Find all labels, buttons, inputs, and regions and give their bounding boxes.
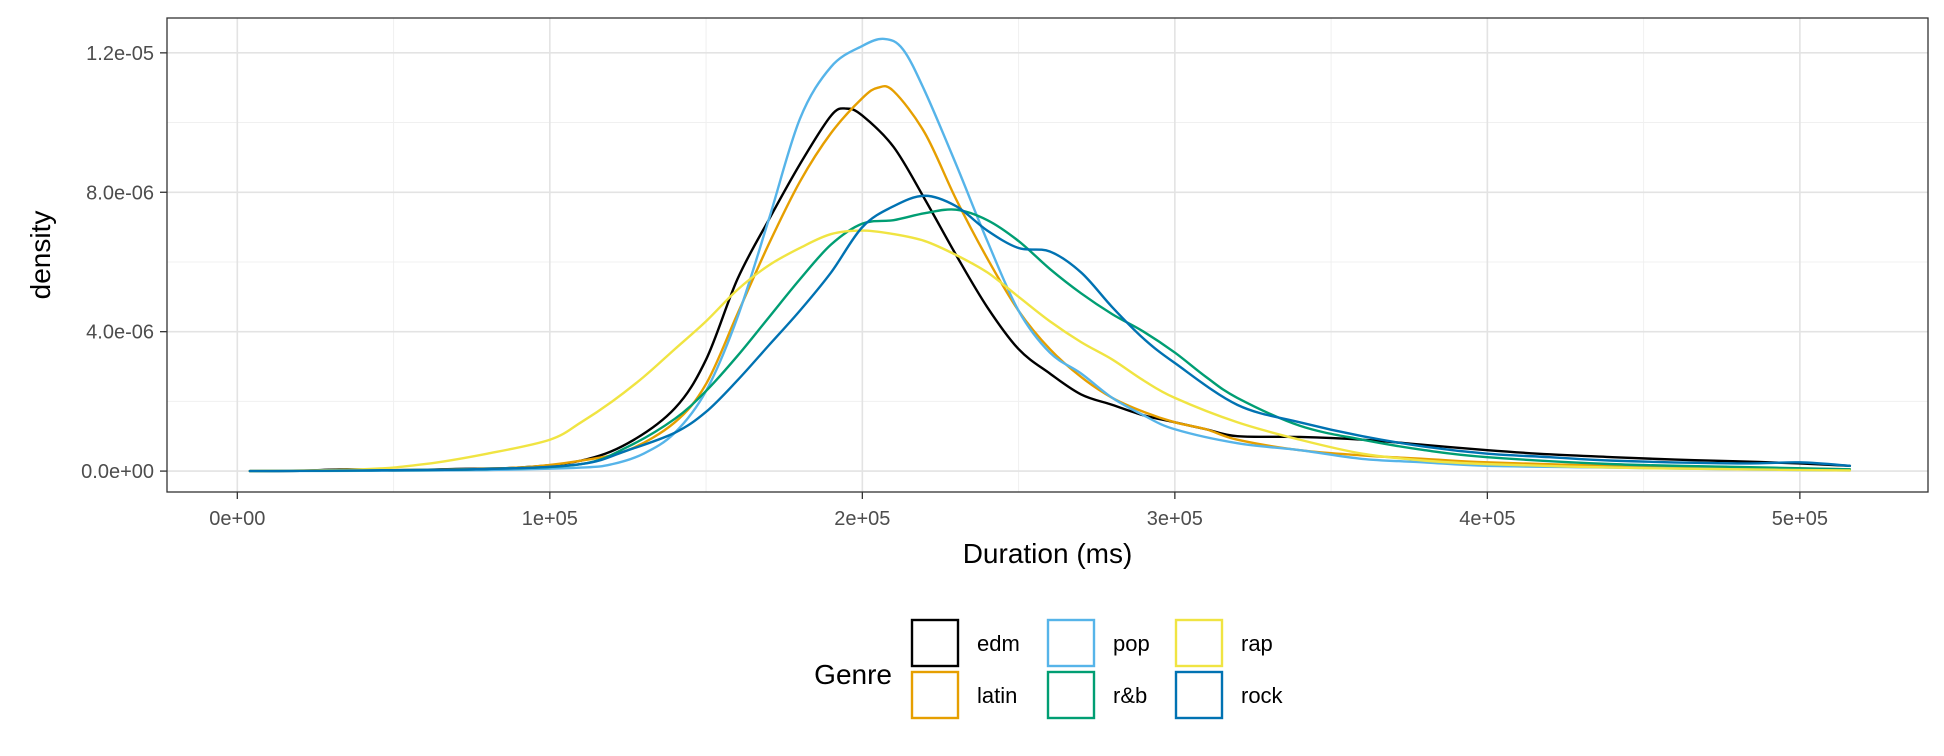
legend-label-rb: r&b [1113, 683, 1147, 708]
plot-background [167, 18, 1928, 492]
legend-label-latin: latin [977, 683, 1017, 708]
legend-label-rap: rap [1241, 631, 1273, 656]
legend-label-pop: pop [1113, 631, 1150, 656]
plot-panel [167, 18, 1928, 492]
legend-key-rb [1046, 670, 1096, 720]
x-tick-label: 0e+00 [209, 508, 265, 530]
plot-border [166, 17, 1929, 493]
legend: Genre edm latin pop r&b rap rock [814, 618, 1284, 720]
x-axis-title: Duration (ms) [963, 538, 1133, 569]
x-tick-label: 2e+05 [834, 508, 890, 530]
y-tick-label: 1.2e-05 [86, 43, 154, 65]
x-tick-label: 4e+05 [1459, 508, 1515, 530]
x-tick-label: 5e+05 [1772, 508, 1828, 530]
minor-gridlines [167, 18, 1928, 492]
y-axis-title: density [25, 211, 56, 300]
legend-label-rock: rock [1241, 683, 1284, 708]
y-axis: 0.0e+00 4.0e-06 8.0e-06 1.2e-05 [81, 43, 167, 483]
y-tick-label: 0.0e+00 [81, 461, 154, 483]
legend-key-pop [1046, 618, 1096, 668]
y-tick-label: 4.0e-06 [86, 322, 154, 344]
series-line-rap [248, 229, 1852, 473]
legend-key-rock [1174, 670, 1224, 720]
series-line-rock [248, 194, 1852, 473]
series-line-rb [248, 208, 1852, 473]
legend-key-rap [1174, 618, 1224, 668]
legend-label-edm: edm [977, 631, 1020, 656]
y-tick-label: 8.0e-06 [86, 182, 154, 204]
x-axis: 0e+00 1e+05 2e+05 3e+05 4e+05 5e+05 [209, 492, 1828, 530]
x-tick-label: 3e+05 [1147, 508, 1203, 530]
legend-key-edm [910, 618, 960, 668]
legend-title: Genre [814, 659, 892, 690]
series-lines [248, 37, 1852, 473]
legend-key-latin [910, 670, 960, 720]
series-line-pop [248, 37, 1852, 473]
x-tick-label: 1e+05 [522, 508, 578, 530]
